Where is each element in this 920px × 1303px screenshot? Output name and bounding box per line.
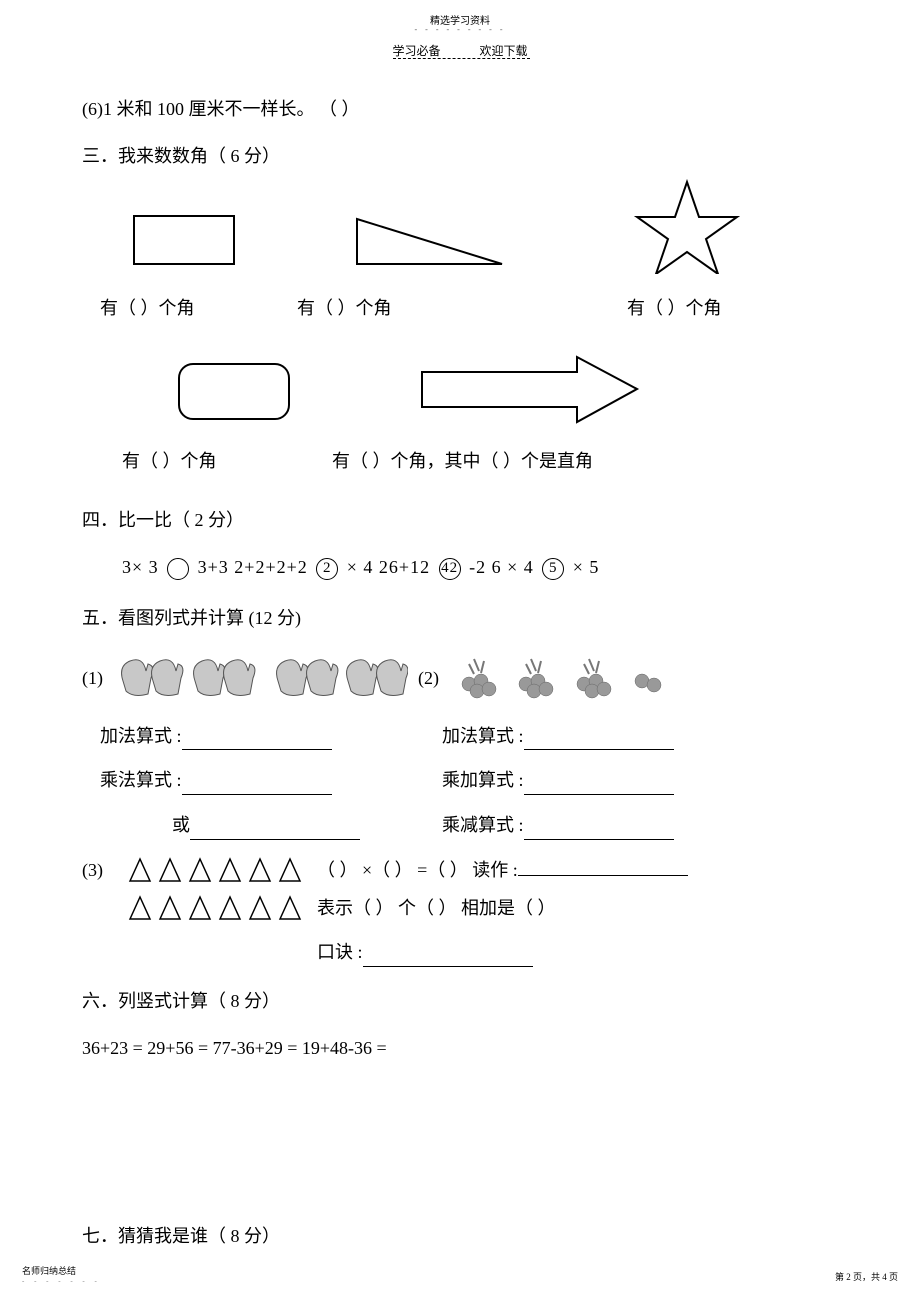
pic-label-1: (1) [82, 664, 103, 693]
mulsub-formula: 乘减算式 : [442, 811, 802, 840]
pic-label-3: (3) [82, 856, 122, 886]
footer-right: 第 2 页，共 4 页 [835, 1270, 898, 1283]
section6-title: 六．列竖式计算（ 8 分） [82, 987, 842, 1016]
label-5: 有（ ）个角，其中（ ）个是直角 [332, 447, 782, 476]
add-formula-2: 加法算式 : [442, 722, 802, 751]
triangles-row1-icon [122, 856, 302, 886]
arrow-shape [417, 352, 647, 427]
rounded-rect-shape [177, 362, 297, 427]
header-sub-right: 欢迎下载 [480, 44, 528, 58]
pic-row: (1) (2) [82, 651, 842, 706]
labels-row-2: 有（ ）个角 有（ ）个角，其中（ ）个是直角 [82, 447, 842, 476]
header-dots: - - - - - - - - - [0, 25, 920, 34]
section5-title: 五．看图列式并计算 (12 分) [82, 604, 842, 633]
header-sub-left: 学习必备 [392, 44, 440, 58]
muladd-formula: 乘加算式 : [442, 766, 802, 795]
add-label-2: 加法算式 : [442, 726, 524, 746]
expr-d: -2 6 × 4 [469, 557, 534, 577]
page-content: (6)1 米和 100 厘米不一样长。 （ ） 三．我来数数角（ 6 分） 有（… [82, 95, 842, 1269]
blank [190, 820, 360, 840]
triangle-shape [352, 214, 512, 274]
mul-label-1: 乘法算式 : [100, 770, 182, 790]
blank [524, 775, 674, 795]
blank [518, 856, 688, 876]
or-label: 或 [172, 815, 190, 835]
shapes-row-1 [82, 189, 842, 274]
mittens-icon [118, 651, 408, 706]
circle-4: 5 [542, 558, 564, 580]
section7-title: 七．猜猜我是谁（ 8 分） [82, 1222, 842, 1251]
q3-row3: 口诀 : [82, 938, 842, 967]
circle-1 [167, 558, 189, 580]
blank [182, 775, 332, 795]
formula-row-3: 或 乘减算式 : [82, 811, 842, 840]
formula-row-1: 加法算式 : 加法算式 : [82, 722, 842, 751]
section4-title: 四．比一比（ 2 分） [82, 506, 842, 535]
circle-3: 42 [439, 558, 461, 580]
expr-e: × 5 [573, 557, 600, 577]
label-4: 有（ ）个角 [82, 447, 332, 476]
section3-title: 三．我来数数角（ 6 分） [82, 142, 842, 171]
q3-line-b: 表示（ ） 个（ ） 相加是（ ） [317, 894, 556, 924]
labels-row-1: 有（ ）个角 有（ ）个角 有（ ）个角 [82, 294, 842, 323]
formula-row-2: 乘法算式 : 乘加算式 : [82, 766, 842, 795]
header-sub: 学习必备 欢迎下载 [0, 42, 920, 59]
circle-2: 2 [316, 558, 338, 580]
mulsub-label: 乘减算式 : [442, 815, 524, 835]
label-2: 有（ ）个角 [292, 294, 572, 323]
expr-b: 3+3 2+2+2+2 [198, 557, 308, 577]
header-line [393, 58, 530, 59]
mul-formula-1: 乘法算式 : [82, 766, 442, 795]
q3-line-a: （ ） ×（ ） =（ ） 读作 : [317, 856, 518, 886]
rectangle-shape [132, 214, 242, 274]
blank [363, 947, 533, 967]
label-1: 有（ ）个角 [82, 294, 292, 323]
add-label-1: 加法算式 : [100, 726, 182, 746]
label-3: 有（ ）个角 [572, 294, 802, 323]
expr-c: × 4 26+12 [347, 557, 430, 577]
berries-icon [454, 651, 714, 706]
q3-line-c: 口诀 : [317, 942, 363, 962]
q3-row2: 表示（ ） 个（ ） 相加是（ ） [82, 894, 842, 924]
q3-row1: (3) （ ） ×（ ） =（ ） 读作 : [82, 856, 842, 886]
shapes-row-2 [82, 352, 842, 427]
expr-a: 3× 3 [122, 557, 159, 577]
pic-label-2: (2) [418, 664, 439, 693]
blank [524, 820, 674, 840]
compare-expression: 3× 3 3+3 2+2+2+2 2 × 4 26+12 42 -2 6 × 4… [82, 553, 842, 582]
star-shape [632, 179, 742, 274]
blank [182, 730, 332, 750]
triangles-row2-icon [122, 894, 302, 924]
section6-expr: 36+23 = 29+56 = 77-36+29 = 19+48-36 = [82, 1034, 842, 1063]
muladd-label: 乘加算式 : [442, 770, 524, 790]
footer-left: 名师归纳总结 - - - - - - - [22, 1264, 101, 1285]
add-formula-1: 加法算式 : [82, 722, 442, 751]
blank [524, 730, 674, 750]
or-formula: 或 [82, 811, 442, 840]
question-6: (6)1 米和 100 厘米不一样长。 （ ） [82, 95, 842, 124]
